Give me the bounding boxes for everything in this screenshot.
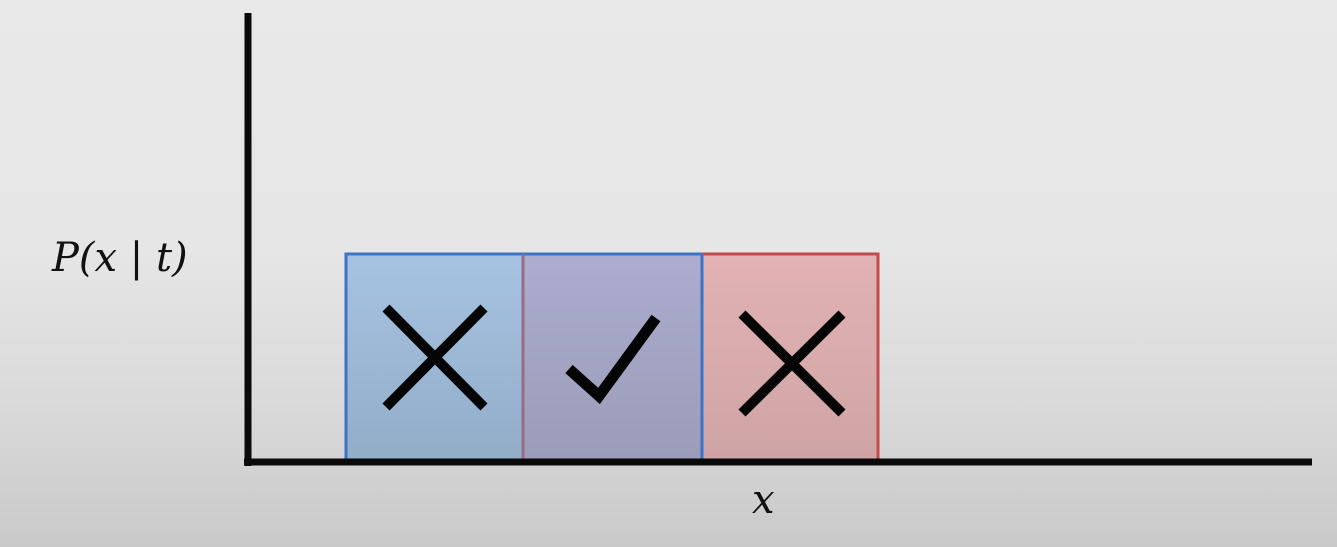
- y-axis-label: P(x | t): [51, 235, 188, 281]
- cross-icon: [382, 304, 488, 411]
- checkmark-icon: [565, 314, 661, 405]
- x-axis-label: x: [752, 477, 775, 523]
- middle-region-box: [523, 254, 702, 461]
- cross-icon: [738, 310, 846, 417]
